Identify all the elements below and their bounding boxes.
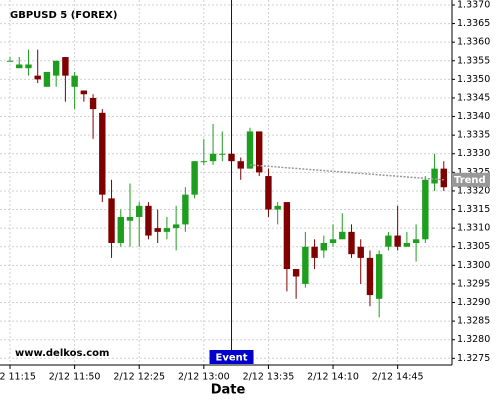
candle-body xyxy=(431,168,438,184)
candle-body xyxy=(237,161,244,169)
y-tick-label: 1.3320 xyxy=(457,185,490,196)
candle-body xyxy=(25,64,32,69)
candle-body xyxy=(339,231,346,240)
candle-body xyxy=(71,75,78,87)
candle-body xyxy=(34,75,41,80)
candle-body xyxy=(311,246,318,258)
y-tick-label: 1.3295 xyxy=(457,278,490,289)
candle-body xyxy=(274,205,281,210)
candle-body xyxy=(440,168,447,188)
y-tick-label: 1.3310 xyxy=(457,223,490,234)
y-tick-label: 1.3315 xyxy=(457,204,490,215)
candle-body xyxy=(16,64,23,69)
overlay xyxy=(231,0,444,350)
candle-body xyxy=(191,161,198,195)
candle-body xyxy=(145,205,152,236)
candles xyxy=(6,49,447,318)
candle-body xyxy=(375,254,383,299)
y-tick-label: 1.3330 xyxy=(457,148,490,159)
candle-body xyxy=(329,239,337,244)
x-tick-label: 2/12 11:50 xyxy=(49,372,101,383)
y-tick-label: 1.3345 xyxy=(457,92,490,103)
candle-body xyxy=(163,228,171,232)
candle-body xyxy=(6,60,14,62)
candle-body xyxy=(348,231,355,255)
y-tick-label: 1.3285 xyxy=(457,316,490,327)
candle-body xyxy=(80,90,88,95)
trend-label: Trend xyxy=(454,175,486,186)
y-tick-label: 1.3370 xyxy=(457,0,490,10)
candle-body xyxy=(99,112,106,195)
x-tick-label: 2/12 13:00 xyxy=(178,372,230,383)
x-tick-label: 2/12 13:35 xyxy=(243,372,295,383)
chart-title: GBPUSD 5 (FOREX) xyxy=(10,10,117,21)
watermark: www.delkos.com xyxy=(15,348,109,359)
candle-body xyxy=(246,131,254,169)
y-tick-label: 1.3365 xyxy=(457,18,490,29)
candle-body xyxy=(62,57,69,76)
y-tick-label: 1.3275 xyxy=(457,353,490,364)
x-tick-label: 2/12 12:25 xyxy=(113,372,165,383)
y-tick-label: 1.3335 xyxy=(457,130,490,141)
candle-body xyxy=(108,198,115,244)
candle-body xyxy=(394,235,401,247)
grid xyxy=(0,0,452,365)
candle-body xyxy=(182,194,189,225)
candle-body xyxy=(302,246,309,284)
x-tick-label: 2/12 14:45 xyxy=(372,372,424,383)
y-tick-label: 1.3355 xyxy=(457,55,490,66)
y-tick-label: 1.3300 xyxy=(457,260,490,271)
event-label-box xyxy=(209,350,254,364)
y-tick-label: 1.3325 xyxy=(457,167,490,178)
candle-body xyxy=(265,176,272,210)
trend-label-box xyxy=(452,172,490,187)
x-tick-label: 2/12 14:10 xyxy=(307,372,359,383)
candle-body xyxy=(52,60,60,76)
candle-body xyxy=(117,216,124,244)
y-tick-label: 1.3350 xyxy=(457,74,490,85)
trend-line xyxy=(249,164,444,181)
candle-body xyxy=(256,131,263,173)
x-tick-label: 2/12 11:15 xyxy=(0,372,36,383)
candle-body xyxy=(292,269,300,277)
candle-body xyxy=(126,216,134,221)
y-tick-label: 1.3305 xyxy=(457,241,490,252)
candle-body xyxy=(366,257,374,296)
candle-body xyxy=(412,239,420,244)
candle-body xyxy=(209,153,217,162)
y-tick-label: 1.3290 xyxy=(457,297,490,308)
candle-body xyxy=(136,205,143,217)
candle-body xyxy=(200,161,208,163)
candle-body xyxy=(89,97,97,110)
candle-body xyxy=(320,243,328,251)
candle-body xyxy=(154,228,161,232)
x-axis-title: Date xyxy=(211,383,246,398)
candle-body xyxy=(422,179,429,240)
y-tick-label: 1.3280 xyxy=(457,334,490,345)
y-tick-label: 1.3340 xyxy=(457,111,490,122)
candle-body xyxy=(283,202,291,270)
candle-body xyxy=(43,71,51,87)
candle-body xyxy=(403,243,411,247)
event-label: Event xyxy=(215,353,247,364)
candle-body xyxy=(357,246,364,258)
candle-body xyxy=(385,235,392,247)
candle-body xyxy=(219,153,226,155)
y-tick-label: 1.3360 xyxy=(457,37,490,48)
candle-body xyxy=(172,224,180,229)
